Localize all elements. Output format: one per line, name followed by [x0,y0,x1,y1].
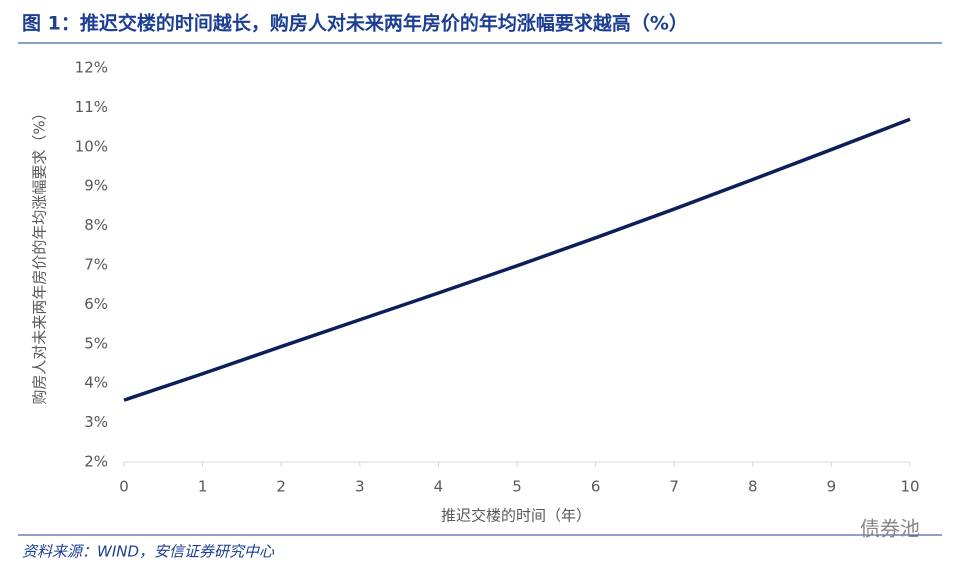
y-tick-label: 2% [84,453,108,471]
y-tick-label: 7% [84,256,108,274]
y-tick-label: 10% [75,137,108,155]
x-tick-label: 0 [119,478,129,496]
x-tick-label: 6 [591,478,601,496]
line-series [123,117,911,402]
x-tick-label: 10 [900,478,919,496]
x-tick-label: 8 [748,478,758,496]
x-tick-label: 9 [827,478,837,496]
y-tick-label: 5% [84,334,108,352]
x-tick-label: 5 [512,478,522,496]
chart-title: 图 1：推迟交楼的时间越长，购房人对未来两年房价的年均涨幅要求越高（%） [22,12,688,35]
watermark: 债券池 [860,517,920,541]
y-tick-label: 9% [84,177,108,195]
y-tick-label: 4% [84,374,108,392]
x-tick-label: 4 [434,478,444,496]
x-tick-label: 1 [198,478,208,496]
y-tick-label: 6% [84,295,108,313]
x-tick-label: 3 [355,478,365,496]
y-tick-label: 12% [75,59,108,77]
x-tick-label: 2 [276,478,286,496]
x-axis-label: 推迟交楼的时间（年） [441,507,591,525]
y-tick-label: 8% [84,216,108,234]
y-axis-label: 购房人对未来两年房价的年均涨幅要求（%） [31,105,49,404]
source: 资料来源：WIND，安信证券研究中心 [22,543,275,561]
x-tick-label: 7 [669,478,679,496]
y-tick-label: 3% [84,413,108,431]
y-tick-label: 11% [75,98,108,116]
